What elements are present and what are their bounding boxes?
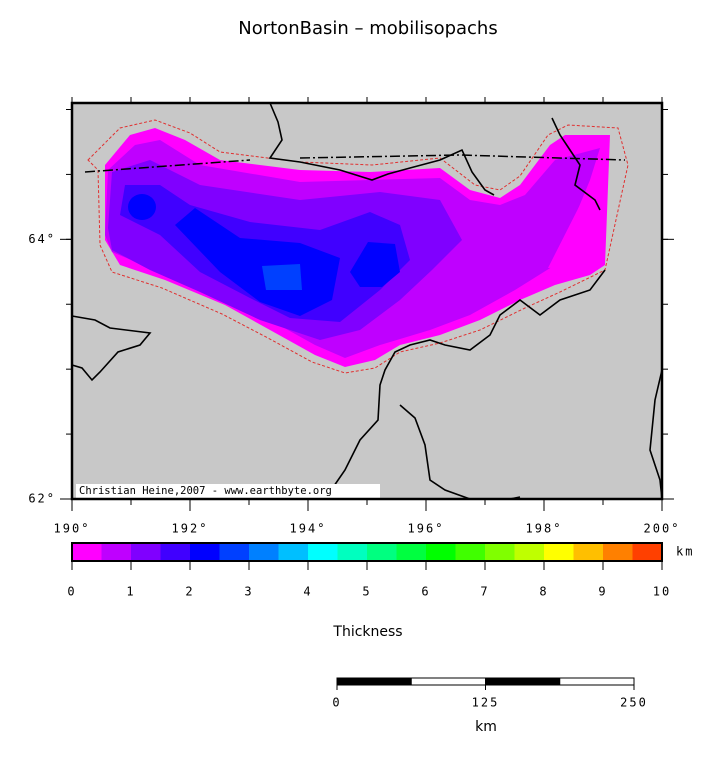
title: NortonBasin – mobilisopachs: [238, 18, 497, 39]
color-swatch: [573, 543, 604, 561]
color-swatch: [632, 543, 663, 561]
scalebar: 0 125 250: [332, 677, 648, 710]
color-swatch: [514, 543, 545, 561]
color-swatch: [308, 543, 338, 561]
coastline: [71, 102, 663, 500]
colorbar-tick-label: 6: [421, 585, 430, 599]
colorbar-tick-label: 3: [244, 585, 253, 599]
color-swatch: [426, 543, 456, 561]
color-swatch: [544, 543, 574, 561]
colorbar-tick-label: 10: [653, 585, 671, 599]
color-swatch: [249, 543, 279, 561]
color-swatch: [72, 543, 102, 561]
border-line: [84, 154, 626, 173]
color-swatch: [367, 543, 397, 561]
lon-tick-label: 196°: [408, 522, 445, 536]
scalebar-tick-label: 125: [472, 696, 500, 710]
color-swatch: [603, 543, 633, 561]
color-swatch: [131, 543, 161, 561]
scalebar-segment: [485, 677, 561, 686]
colorbar-tick-label: 9: [598, 585, 607, 599]
color-swatch: [101, 543, 132, 561]
isopach: [128, 194, 156, 220]
colorbar-tick-label: 2: [185, 585, 194, 599]
isopach: [350, 242, 400, 287]
scalebar-segment: [336, 677, 412, 686]
isopach: [262, 264, 302, 290]
lat-tick-label: 62°: [28, 492, 56, 506]
scalebar-unit: km: [475, 719, 497, 735]
color-swatch: [455, 543, 486, 561]
isopach: [548, 195, 604, 268]
color-swatch: [485, 543, 515, 561]
lon-tick-label: 192°: [172, 522, 209, 536]
color-swatch: [160, 543, 191, 561]
color-swatch: [190, 543, 220, 561]
color-swatch: [278, 543, 309, 561]
credit-background: [76, 484, 380, 498]
colorbar-tick-label: 1: [126, 585, 135, 599]
colorbar-tick-label: 8: [539, 585, 548, 599]
colorbar-label: Thickness: [332, 624, 402, 640]
color-swatch: [396, 543, 427, 561]
scalebar-segment: [559, 677, 635, 686]
lat-tick-label: 64°: [28, 232, 56, 246]
color-swatch: [219, 543, 250, 561]
colorbar-tick-label: 5: [362, 585, 371, 599]
scalebar-tick-label: 0: [332, 696, 341, 710]
colorbar-tick-label: 0: [67, 585, 76, 599]
lon-tick-label: 190°: [54, 522, 91, 536]
credit: Christian Heine,2007 - www.earthbyte.org: [79, 485, 332, 497]
scalebar-segment: [410, 677, 486, 686]
colorbar-tick-label: 7: [480, 585, 489, 599]
colorbar-unit: km: [676, 545, 694, 559]
color-swatch: [337, 543, 368, 561]
colorbar: 0 1 2 3 4 5 6 7 8 9 10: [67, 542, 671, 599]
lon-tick-label: 198°: [526, 522, 563, 536]
scalebar-tick-label: 250: [620, 696, 648, 710]
lon-tick-label: 194°: [290, 522, 327, 536]
lon-tick-label: 200°: [644, 522, 681, 536]
map: Christian Heine,2007 - www.earthbyte.org: [70, 101, 664, 501]
colorbar-tick-label: 4: [303, 585, 312, 599]
